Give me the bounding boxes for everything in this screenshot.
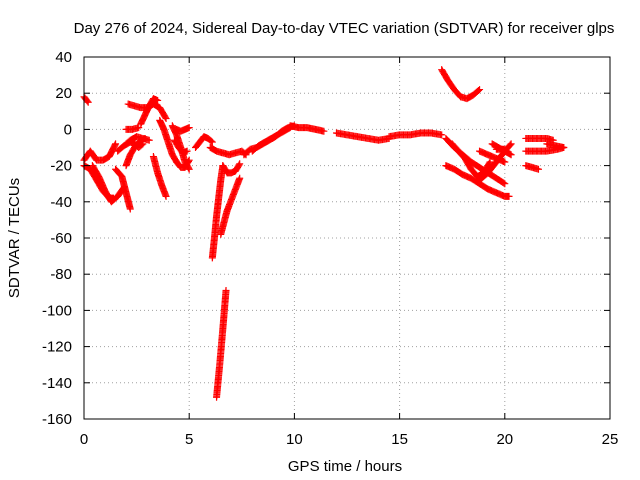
data-point [185,124,193,132]
data-point [506,141,514,149]
data-point [507,140,515,148]
data-point [185,156,193,164]
x-tick-label: 15 [391,431,408,448]
chart-title: Day 276 of 2024, Sidereal Day-to-day VTE… [74,20,615,37]
data-point [438,131,446,139]
y-tick-label: -160 [42,411,72,428]
data-point [560,144,568,151]
data-point [506,150,514,158]
y-tick-label: -40 [50,194,72,211]
data-point [505,192,513,200]
x-tick-label: 0 [80,431,88,448]
data-point [501,145,509,153]
data-point [162,192,170,200]
data-point [83,97,91,105]
data-point [112,140,120,148]
data-point [161,113,169,121]
data-point [162,115,170,123]
data-markers [80,66,568,401]
gridlines [84,57,610,419]
data-point [207,137,215,145]
data-point [501,158,509,166]
data-point [476,86,484,94]
data-point [320,127,328,135]
x-tick-label: 5 [185,431,193,448]
y-tick-labels: -160 -140 -120 -100 -80 -60 -40 -20 0 20 40 [42,49,72,428]
y-tick-label: 0 [64,121,72,138]
data-point [236,160,244,168]
data-point [222,286,230,294]
data-point [126,205,134,213]
y-tick-label: 40 [55,49,72,66]
data-point [183,147,191,155]
data-point [486,158,494,166]
data-point [500,179,508,187]
data-point [145,136,153,144]
y-tick-label: -60 [50,230,72,247]
x-tick-labels: 0 5 10 15 20 25 [80,431,619,448]
data-point [235,161,243,169]
data-point [84,98,92,106]
data-point [485,159,493,167]
y-tick-label: -100 [42,302,72,319]
y-tick-label: 20 [55,85,72,102]
x-tick-label: 25 [602,431,619,448]
x-tick-label: 10 [286,431,303,448]
data-point [501,180,509,188]
data-point [184,157,192,165]
data-point [185,165,193,173]
data-point [507,151,515,159]
axis-ticks [83,56,611,420]
data-point [534,165,542,173]
y-axis-label: SDTVAR / TECUs [6,178,23,298]
y-tick-label: -20 [50,158,72,175]
y-tick-label: -80 [50,266,72,283]
data-point [135,124,143,132]
x-tick-label: 20 [496,431,513,448]
data-point [208,138,216,146]
data-point [236,174,244,182]
data-point [475,86,482,94]
y-tick-label: -120 [42,339,72,356]
data-point [154,96,162,104]
x-axis-label: GPS time / hours [288,458,402,475]
y-tick-label: -140 [42,375,72,392]
